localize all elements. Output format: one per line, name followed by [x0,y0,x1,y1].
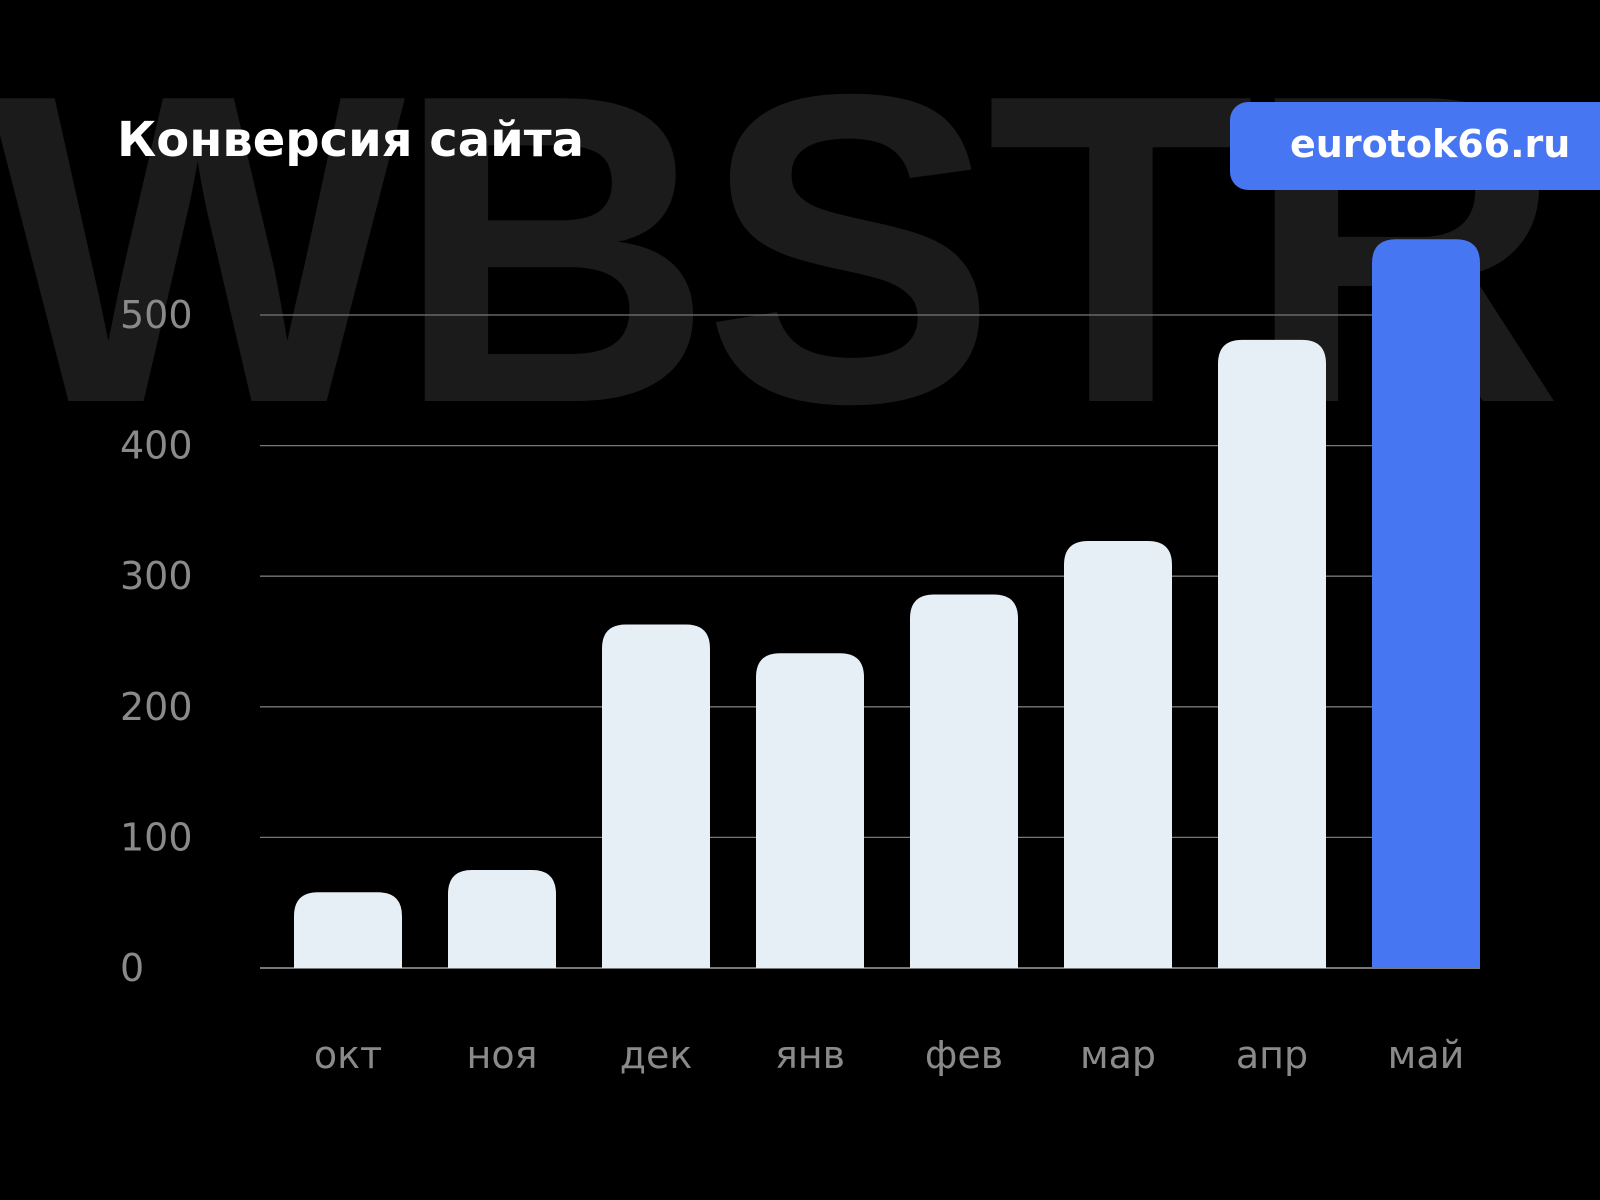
bar-дек [602,624,710,968]
bar-мар [1064,540,1172,968]
site-badge: eurotok66.ru [1230,102,1600,190]
x-tick-label: дек [620,1033,693,1077]
bar-апр [1218,339,1326,969]
x-tick-label: янв [775,1033,845,1077]
bar-окт [294,892,402,968]
y-tick-label: 100 [120,815,193,859]
y-tick-label: 0 [120,946,144,990]
x-tick-label: ноя [467,1033,538,1077]
bar-май [1372,239,1480,968]
bar-янв [756,653,864,968]
x-tick-label: май [1388,1033,1465,1077]
x-tick-label: апр [1236,1033,1308,1077]
bar-ноя [448,870,556,968]
x-tick-label: фев [925,1033,1003,1077]
x-tick-label: окт [314,1033,382,1077]
chart-title: Конверсия сайта [117,112,584,168]
y-tick-label: 200 [120,685,193,729]
x-tick-label: мар [1080,1033,1156,1077]
y-tick-label: 400 [120,424,193,468]
y-tick-label: 300 [120,554,193,598]
y-tick-label: 500 [120,293,193,337]
bar-фев [910,594,1018,968]
site-badge-label: eurotok66.ru [1290,122,1571,166]
